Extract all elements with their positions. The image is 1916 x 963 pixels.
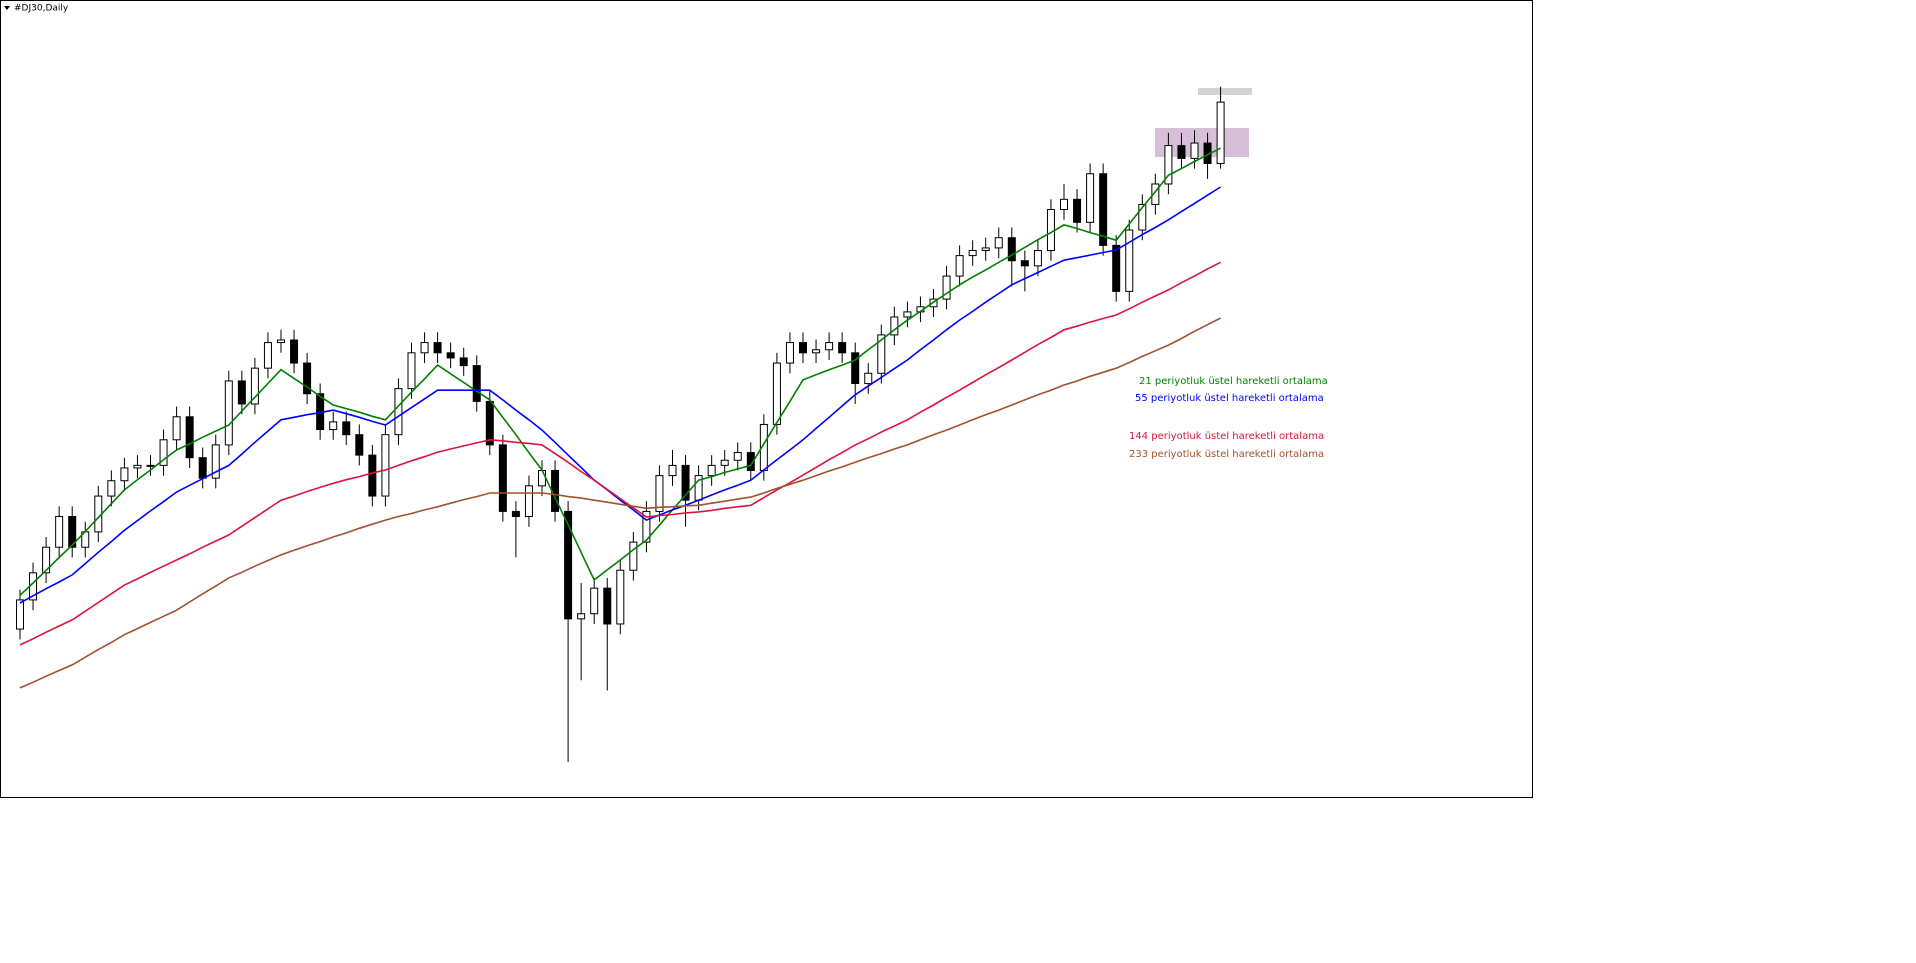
candle-body: [1033, 249, 1042, 267]
candle-body: [1046, 209, 1055, 251]
candle-body: [1099, 173, 1108, 246]
candle-body: [55, 516, 64, 548]
candle-body: [68, 516, 77, 548]
candle-body: [1007, 237, 1016, 262]
candle-body: [538, 469, 546, 487]
candle-body: [16, 599, 24, 630]
candle-body: [903, 311, 912, 318]
candle-body: [1177, 145, 1186, 159]
candle-body: [642, 510, 651, 543]
candle-body: [42, 546, 51, 574]
candle-body: [981, 247, 990, 251]
menu-arrow: [4, 6, 10, 10]
candle-body: [185, 416, 194, 459]
candle-body: [433, 342, 442, 354]
candle-body: [1125, 229, 1134, 292]
candle-body: [198, 457, 207, 479]
candle-body: [812, 349, 821, 354]
candle-body: [733, 452, 742, 461]
candle-body: [1138, 203, 1147, 231]
candle-body: [1190, 142, 1199, 159]
candle-body: [707, 464, 716, 477]
candle-body: [277, 339, 285, 344]
candle-body: [224, 380, 233, 446]
candle-body: [994, 237, 1003, 249]
zone-box: [1198, 88, 1252, 95]
moving-average: [19, 317, 1221, 689]
candle-body: [772, 362, 781, 425]
candle-body: [564, 510, 573, 620]
candle-body: [616, 569, 625, 625]
candle-body: [211, 444, 220, 479]
candle-body: [407, 352, 416, 390]
candle-body: [851, 352, 860, 385]
candle-body: [785, 342, 794, 364]
candle-body: [511, 510, 520, 518]
candle-body: [746, 452, 755, 471]
legend-label: 21 periyotluk üstel hareketli ortalama: [1139, 376, 1328, 387]
candle-body: [303, 362, 312, 395]
candle-body: [355, 434, 364, 456]
candle-body: [342, 421, 351, 436]
candle-body: [942, 275, 951, 300]
candle-body: [1151, 183, 1160, 205]
candle-body: [577, 613, 586, 620]
candle-body: [459, 357, 468, 367]
candle-body: [368, 454, 377, 497]
candle-body: [485, 400, 494, 446]
candle-body: [120, 467, 129, 482]
candle-body: [955, 255, 964, 277]
candle-body: [629, 541, 638, 571]
candle-body: [655, 475, 664, 512]
candle-body: [825, 342, 834, 351]
candle-body: [172, 416, 181, 441]
candle-body: [263, 342, 272, 369]
moving-average: [19, 186, 1222, 604]
candle-body: [107, 480, 116, 497]
legend-label: 233 periyotluk üstel hareketli ortalama: [1129, 449, 1324, 460]
legend-label: 144 periyotluk üstel hareketli ortalama: [1129, 431, 1324, 442]
candle-body: [1216, 101, 1225, 165]
candle-body: [394, 388, 403, 436]
candle-body: [799, 342, 807, 354]
candle-body: [420, 342, 429, 354]
candle-body: [890, 316, 899, 336]
candle-body: [1060, 198, 1068, 211]
candle-body: [290, 339, 299, 364]
candle-body: [668, 464, 677, 477]
candle-body: [159, 439, 168, 466]
candle-body: [498, 444, 507, 512]
candle-body: [968, 249, 977, 257]
candle-body: [838, 342, 847, 354]
candle-body: [250, 367, 259, 405]
candle-body: [146, 464, 155, 467]
moving-average: [19, 147, 1221, 596]
candle-body: [237, 380, 246, 405]
candle-body: [1086, 173, 1095, 223]
candle-body: [720, 459, 729, 466]
marks: 21 periyotluk üstel hareketli ortalama 55…: [16, 86, 1328, 763]
legend-label: 55 periyotluk üstel hareketli ortalama: [1135, 393, 1324, 404]
candle-body: [1020, 260, 1029, 267]
candle-body: [1164, 145, 1173, 185]
candle-body: [1073, 198, 1082, 223]
candle-body: [446, 352, 455, 359]
candle-body: [590, 587, 599, 615]
candle-body: [864, 372, 873, 385]
candle-body: [329, 421, 338, 431]
candle-body: [524, 485, 533, 518]
candle-body: [381, 434, 390, 497]
moving-average: [19, 261, 1221, 646]
candle-body: [877, 334, 886, 374]
candle-body: [472, 365, 481, 402]
candle-body: [1112, 244, 1121, 292]
candle-body: [133, 464, 142, 469]
chart-title: #DJ30,Daily: [14, 4, 69, 14]
candle-body: [681, 464, 690, 501]
candle-body: [603, 587, 612, 625]
